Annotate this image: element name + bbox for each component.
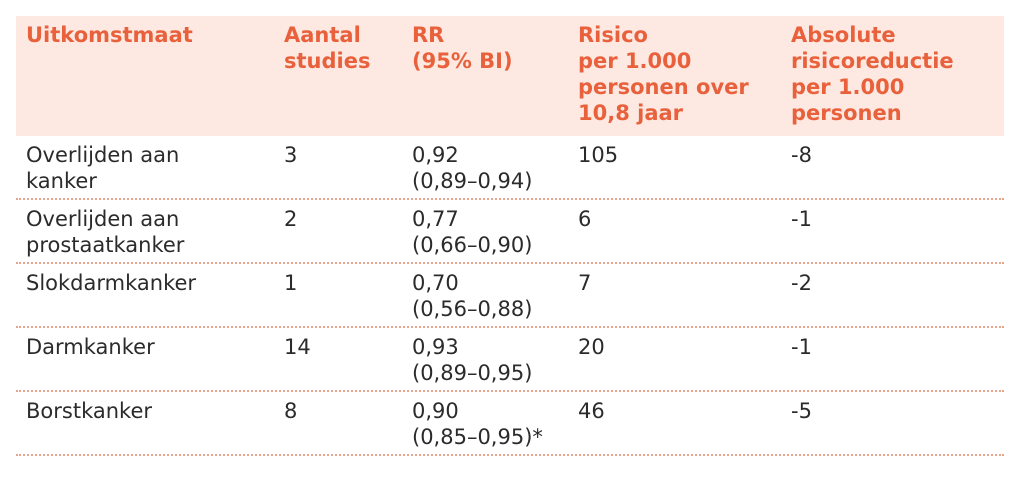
header-risico: Risico per 1.000 personen over 10,8 jaar [578,23,749,125]
table-row: Overlijden aan kanker 3 0,92 (0,89–0,94)… [16,136,1004,200]
cell-uitkomstmaat: Darmkanker [26,335,155,359]
cell-rr: 0,77 (0,66–0,90) [412,207,533,257]
header-absolute-risicoreductie: Absolute risicoreductie per 1.000 person… [791,23,954,125]
table-row: Overlijden aan prostaatkanker 2 0,77 (0,… [16,200,1004,264]
table-row: Darmkanker 14 0,93 (0,89–0,95) 20 -1 [16,328,1004,392]
cell-aantal-studies: 2 [284,207,298,231]
cell-aantal-studies: 14 [284,335,311,359]
cell-rr: 0,93 (0,89–0,95) [412,335,533,385]
cell-rr: 0,90 (0,85–0,95)* [412,399,543,449]
header-uitkomstmaat: Uitkomstmaat [26,23,193,47]
table-row: Slokdarmkanker 1 0,70 (0,56–0,88) 7 -2 [16,264,1004,328]
cell-uitkomstmaat: Overlijden aan prostaatkanker [26,207,185,257]
cell-rr: 0,92 (0,89–0,94) [412,143,533,193]
header-aantal-studies: Aantal studies [284,23,371,73]
cell-risico: 105 [578,143,619,167]
cell-risicoreductie: -2 [791,271,812,295]
cell-uitkomstmaat: Slokdarmkanker [26,271,197,295]
cell-aantal-studies: 3 [284,143,298,167]
cell-risicoreductie: -5 [791,399,812,423]
cell-risico: 7 [578,271,592,295]
table-header-row: Uitkomstmaat Aantal studies RR (95% BI) … [16,16,1004,136]
cell-rr: 0,70 (0,56–0,88) [412,271,533,321]
cell-uitkomstmaat: Overlijden aan kanker [26,143,180,193]
cell-risico: 20 [578,335,605,359]
cell-risicoreductie: -8 [791,143,812,167]
cell-risicoreductie: -1 [791,335,812,359]
cell-risicoreductie: -1 [791,207,812,231]
cell-aantal-studies: 8 [284,399,298,423]
header-rr: RR (95% BI) [412,23,513,73]
table-row: Borstkanker 8 0,90 (0,85–0,95)* 46 -5 [16,392,1004,456]
cell-risico: 46 [578,399,605,423]
cell-uitkomstmaat: Borstkanker [26,399,152,423]
cell-aantal-studies: 1 [284,271,298,295]
cell-risico: 6 [578,207,592,231]
data-table: Uitkomstmaat Aantal studies RR (95% BI) … [16,16,1004,456]
